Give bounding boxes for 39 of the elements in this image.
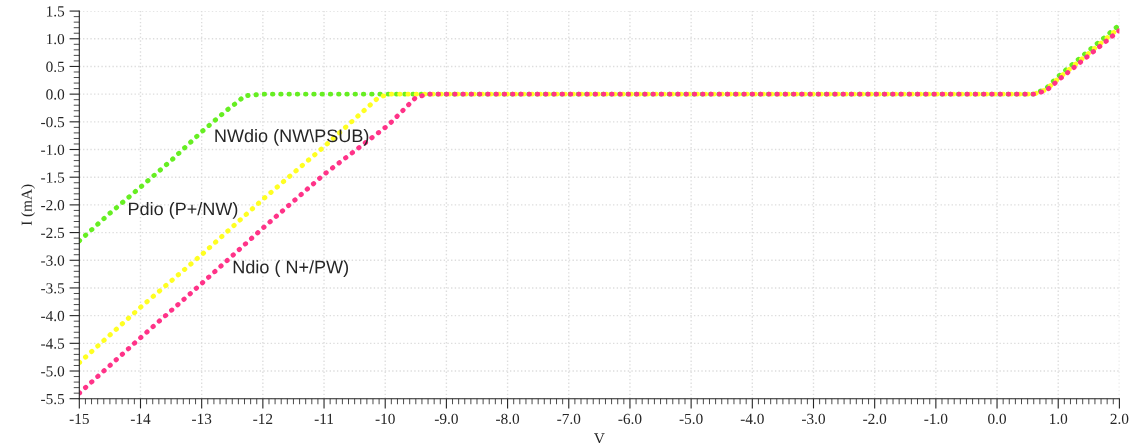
x-tick-label: -13 [192,413,212,425]
y-axis-title: I (mA) [21,184,35,226]
y-tick-label: 1.5 [46,6,65,17]
y-tick-label: -1.0 [41,144,65,156]
x-tick-label: -11 [314,413,334,424]
x-tick-label: -2.0 [863,413,887,425]
x-tick-label: -12 [253,413,273,424]
y-tick-label: -5.0 [41,366,65,377]
y-tick-label: -2.0 [41,200,65,211]
x-tick-label: -4.0 [740,413,764,425]
y-tick-label: -5.5 [41,394,65,405]
y-tick-label: -4.5 [41,338,65,349]
y-tick-label: -0.5 [41,116,65,128]
x-tick-label: -15 [69,413,89,425]
x-tick-label: 0.0 [988,413,1007,425]
x-tick-label: 1.0 [1050,413,1068,425]
y-tick-label: -2.5 [41,227,65,239]
x-tick-label: -1.0 [924,413,948,425]
x-tick-label: -14 [130,413,151,424]
series-label: Pdio (P+/NW) [129,202,238,219]
x-tick-label: 2.0 [1110,413,1129,425]
x-tick-label: -9.0 [434,413,458,425]
x-tick-label: -7.0 [557,413,581,425]
x-tick-label: -5.0 [679,413,703,425]
series-label: Ndio ( N+/PW) [233,260,349,277]
x-tick-label: -8.0 [496,413,520,425]
y-tick-label: 1.0 [46,33,65,45]
y-tick-label: -3.0 [41,255,65,266]
y-tick-label: 0.5 [46,61,65,72]
y-tick-label: -4.0 [41,310,65,322]
y-tick-label: -3.5 [41,283,65,294]
x-tick-label: -6.0 [618,413,642,425]
y-tick-label: -1.5 [41,172,65,183]
line-series [79,22,1120,244]
x-tick-label: -10 [375,413,395,425]
x-axis-title: V [594,433,605,443]
series-label: NWdio (NW\PSUB) [215,128,369,146]
y-tick-label: 0.0 [46,89,65,100]
x-tick-label: -3.0 [801,413,825,425]
